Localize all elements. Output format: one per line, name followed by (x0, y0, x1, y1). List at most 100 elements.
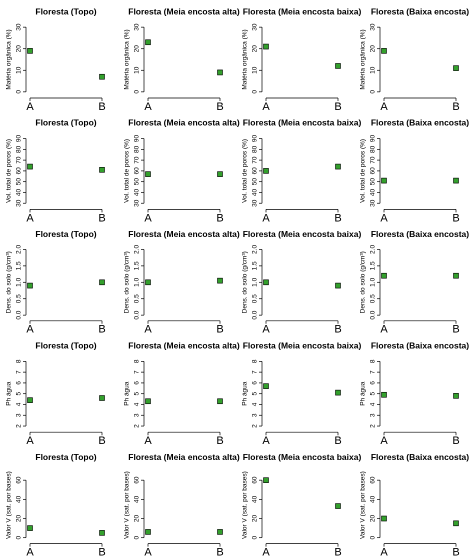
y-tick-label: 2 (252, 424, 259, 428)
point (335, 389, 341, 396)
y-tick-label: 50 (370, 178, 377, 186)
y-tick-label: 6 (370, 381, 377, 385)
y-tick-label: 60 (370, 476, 377, 484)
x-tick-label: A (380, 324, 388, 336)
x-tick-label: A (26, 212, 34, 224)
y-axis-label: Matéria orgânica (%) (242, 29, 249, 89)
x-tick-label: A (144, 324, 152, 336)
y-tick-label: 30 (16, 23, 23, 31)
y-tick-label: 6 (16, 381, 23, 385)
point (145, 529, 151, 535)
y-tick-label: 90 (134, 135, 141, 143)
y-axis-label: Dens. do solo (g/cm³) (242, 251, 249, 313)
x-tick-label: B (216, 324, 223, 336)
chart-title: Floresta (Meia encosta baixa) (243, 452, 362, 462)
y-tick-label: 0 (370, 535, 377, 539)
point (263, 168, 269, 174)
x-tick-label: A (262, 547, 270, 557)
x-tick-label: A (144, 212, 152, 224)
y-tick-label: 5 (134, 392, 141, 396)
y-tick-label: 6 (252, 381, 259, 385)
point (263, 477, 269, 483)
y-tick-label: 40 (252, 495, 259, 503)
y-tick-label: 90 (16, 135, 23, 143)
y-tick-label: 0 (252, 90, 259, 94)
x-tick-label: B (452, 547, 459, 557)
y-tick-label: 2.0 (134, 245, 141, 254)
y-tick-label: 8 (252, 359, 259, 363)
y-tick-label: 70 (134, 156, 141, 164)
y-tick-label: 40 (134, 495, 141, 503)
y-tick-label: 30 (16, 199, 23, 207)
x-tick-label: B (98, 547, 105, 557)
y-tick-label: 0.0 (370, 310, 377, 319)
y-tick-label: 0.0 (16, 310, 23, 319)
y-tick-label: 1.0 (134, 277, 141, 286)
y-tick-label: 1.5 (134, 261, 141, 270)
x-tick-label: A (262, 324, 270, 336)
y-tick-label: 20 (252, 45, 259, 53)
point (453, 65, 459, 71)
y-tick-label: 80 (16, 145, 23, 153)
y-tick-label: 0.5 (252, 294, 259, 303)
point (99, 395, 105, 401)
x-tick-label: B (216, 547, 223, 557)
y-axis-label: Valor V (sat. por bases) (124, 471, 131, 539)
y-tick-label: 20 (16, 45, 23, 53)
y-axis-label: Ph água (124, 381, 131, 406)
x-tick-label: A (380, 435, 388, 447)
y-tick-label: 0.0 (134, 310, 141, 319)
x-tick-label: B (452, 324, 459, 336)
y-axis-label: Valor V (sat. por bases) (6, 471, 13, 539)
y-tick-label: 1.5 (370, 261, 377, 270)
y-tick-label: 90 (370, 135, 377, 143)
y-axis-label: Vol. total de poros (%) (6, 139, 13, 203)
chart-title: Floresta (Meia encosta alta) (128, 229, 240, 239)
y-axis-label: Dens. do solo (g/cm³) (6, 251, 13, 313)
y-axis-label: Valor V (sat. por bases) (360, 471, 367, 539)
y-tick-label: 1.0 (252, 277, 259, 286)
y-tick-label: 20 (370, 515, 377, 523)
x-tick-label: B (452, 435, 459, 447)
point (145, 171, 151, 177)
point (381, 515, 387, 522)
x-tick-label: A (26, 101, 34, 113)
x-tick-label: B (452, 212, 459, 224)
y-axis-label: Matéria orgânica (%) (124, 29, 131, 89)
x-tick-label: B (98, 101, 105, 113)
y-tick-label: 0.5 (134, 294, 141, 303)
y-tick-label: 10 (16, 66, 23, 74)
y-tick-label: 30 (134, 199, 141, 207)
y-tick-label: 2 (134, 424, 141, 428)
y-tick-label: 1.0 (370, 277, 377, 286)
x-tick-label: A (262, 212, 270, 224)
y-tick-label: 0.5 (16, 294, 23, 303)
y-tick-label: 0.5 (370, 294, 377, 303)
y-tick-label: 6 (134, 381, 141, 385)
y-tick-label: 3 (16, 413, 23, 417)
chart-title: Floresta (Meia encosta alta) (128, 452, 240, 462)
y-tick-label: 20 (252, 515, 259, 523)
y-tick-label: 50 (252, 178, 259, 186)
x-tick-label: B (334, 324, 341, 336)
chart-title: Floresta (Baixa encosta) (371, 118, 469, 128)
y-tick-label: 80 (370, 145, 377, 153)
chart-title: Floresta (Topo) (35, 6, 96, 16)
x-tick-label: A (262, 435, 270, 447)
y-tick-label: 60 (16, 476, 23, 484)
y-axis-label: Dens. do solo (g/cm³) (124, 251, 131, 313)
y-tick-label: 60 (134, 167, 141, 175)
y-tick-label: 0 (370, 90, 377, 94)
y-tick-label: 20 (134, 515, 141, 523)
y-tick-label: 0 (16, 535, 23, 539)
y-tick-label: 70 (16, 156, 23, 164)
y-tick-label: 60 (370, 167, 377, 175)
y-tick-label: 4 (252, 402, 259, 406)
x-tick-label: B (98, 212, 105, 224)
x-tick-label: B (98, 324, 105, 336)
chart-title: Floresta (Meia encosta baixa) (243, 340, 362, 350)
point (453, 272, 459, 279)
y-axis-label: Ph água (242, 381, 249, 406)
y-tick-label: 3 (134, 413, 141, 417)
point (335, 503, 341, 509)
